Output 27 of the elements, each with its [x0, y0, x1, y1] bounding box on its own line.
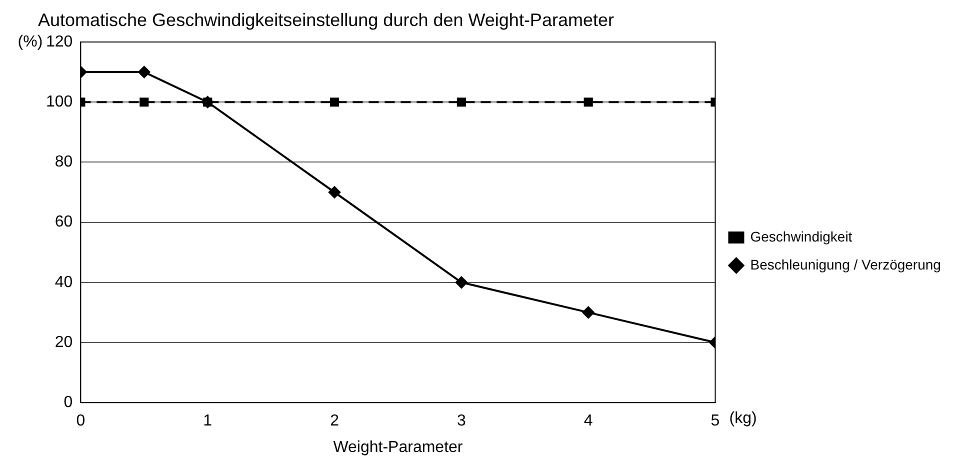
- x-tick-label: 4: [584, 412, 593, 430]
- x-tick-label: 0: [76, 412, 86, 430]
- x-tick-label: 5: [710, 412, 720, 430]
- legend-label: Beschleunigung / Verzögerung: [750, 256, 941, 272]
- point: [328, 186, 341, 198]
- y-tick-label: 100: [46, 94, 73, 111]
- y-tick-label: 40: [54, 274, 73, 291]
- x-axis-title: Weight-Parameter: [333, 438, 464, 456]
- x-tick-label: 2: [330, 412, 340, 430]
- point: [140, 98, 149, 107]
- y-tick-label: 0: [64, 394, 73, 412]
- chart-title: Automatische Geschwindigkeitseinstellung durch den Weight-Parameter: [38, 10, 614, 30]
- y-axis-title: (%): [18, 33, 43, 50]
- point: [584, 98, 593, 107]
- y-tick-label: 120: [46, 33, 73, 50]
- point: [582, 306, 594, 318]
- point: [455, 276, 468, 288]
- y-tick-label: 20: [54, 334, 73, 351]
- legend-label: Geschwindigkeit: [750, 228, 852, 244]
- point: [138, 66, 150, 78]
- x-tick-label: 3: [456, 412, 466, 430]
- point: [330, 98, 340, 107]
- y-tick-label: 60: [54, 214, 73, 231]
- x-tick-label: 1: [203, 412, 212, 430]
- text: (kg): [729, 410, 757, 428]
- point: [456, 98, 466, 107]
- y-tick-label: 80: [54, 154, 73, 171]
